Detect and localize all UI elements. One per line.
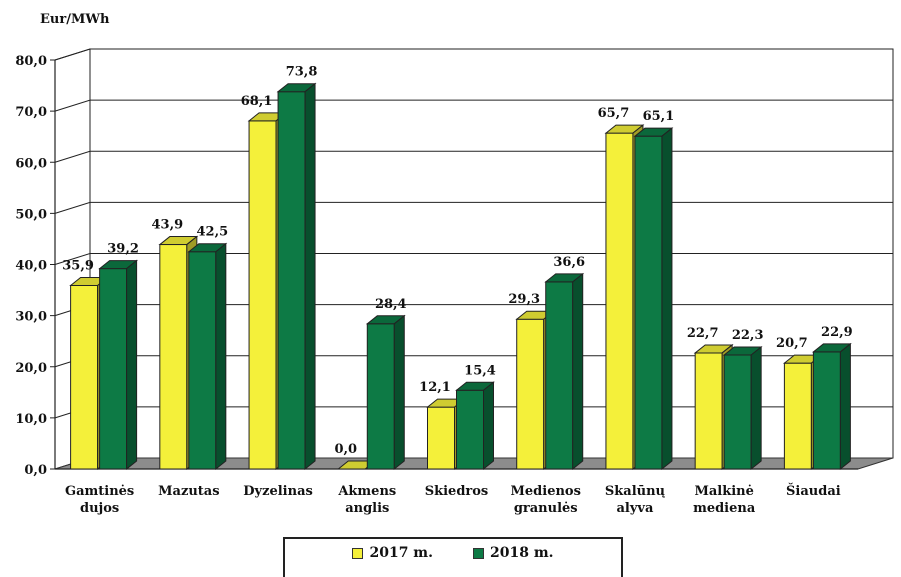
x-tick-label: Skalūnų <box>605 484 666 499</box>
chart-container: 0,0 10,0 20,0 30,0 40,0 50,0 60,0 70,0 80,0 Eur/M… <box>15 12 894 577</box>
y-tick-label: 10,0 <box>15 412 47 427</box>
bar-2017 <box>159 244 188 470</box>
x-tick-label: Medienos <box>511 484 581 499</box>
legend-label-2018: 2018 m. <box>490 545 554 561</box>
legend-swatch-2018 <box>473 547 484 559</box>
bar-side <box>839 342 851 471</box>
bar-2017 <box>248 120 277 470</box>
data-label: 22,3 <box>732 328 764 343</box>
bar-2017 <box>783 362 812 470</box>
gridline <box>54 48 893 61</box>
legend-item-2017: 2017 m. <box>352 545 433 561</box>
data-label: 0,0 <box>334 442 357 457</box>
data-label: 20,7 <box>776 336 808 351</box>
y-tick-label: 20,0 <box>15 361 47 376</box>
x-tick-label: Mazutas <box>158 484 219 499</box>
bar-2017 <box>427 406 455 470</box>
bar-side <box>304 82 316 471</box>
bar-2017 <box>605 132 634 470</box>
bar-2018 <box>545 281 574 470</box>
y-tick-label: 60,0 <box>15 156 47 171</box>
bar-chart: 0,0 10,0 20,0 30,0 40,0 50,0 60,0 70,0 80,0 Eur/M… <box>15 12 894 516</box>
data-label: 15,4 <box>464 363 496 378</box>
bar-2017 <box>694 352 723 470</box>
x-tick-label: Gamtinės <box>65 484 134 499</box>
x-tick-label: Dyzelinas <box>243 484 313 499</box>
data-label: 12,1 <box>419 380 451 395</box>
bar-side <box>750 345 762 471</box>
bar-2018 <box>277 91 306 470</box>
bar-2018 <box>812 351 841 470</box>
y-tick-label: 0,0 <box>24 463 47 478</box>
bar-2018 <box>456 389 484 470</box>
data-label: 28,4 <box>375 297 407 312</box>
data-label: 65,1 <box>643 109 675 124</box>
bar-side <box>483 381 494 471</box>
x-tick-label: anglis <box>345 501 389 516</box>
x-tick-label: granulės <box>514 501 578 516</box>
x-tick-label: Šiaudai <box>786 482 841 499</box>
bar-side <box>661 127 673 471</box>
bar-2018 <box>723 354 752 470</box>
bar-side <box>572 272 584 471</box>
x-tick-label: dujos <box>80 501 119 516</box>
bar-side <box>126 259 138 471</box>
y-axis-label: Eur/MWh <box>40 12 110 27</box>
bar-2018 <box>99 268 128 470</box>
data-label: 39,2 <box>107 242 139 257</box>
legend-label-2017: 2017 m. <box>369 545 433 561</box>
bar-2018 <box>634 135 663 470</box>
data-label: 22,7 <box>687 326 719 341</box>
data-label: 29,3 <box>508 292 540 307</box>
data-label: 65,7 <box>598 106 630 121</box>
bar-2017 <box>70 284 99 470</box>
data-label: 43,9 <box>151 218 183 233</box>
data-label: 36,6 <box>553 255 585 270</box>
bar-2017 <box>516 318 545 470</box>
legend-item-2018: 2018 m. <box>473 545 554 561</box>
x-tick-label: alyva <box>616 501 653 516</box>
y-tick-label: 80,0 <box>15 54 47 69</box>
x-tick-label: mediena <box>693 501 756 516</box>
x-tick-label: Malkinė <box>694 484 753 499</box>
y-tick-label: 70,0 <box>15 105 47 120</box>
bar-side <box>393 314 405 471</box>
data-label: 35,9 <box>62 258 94 273</box>
legend: 2017 m. 2018 m. <box>283 537 623 577</box>
bar-side <box>215 242 227 471</box>
y-tick-label: 30,0 <box>15 310 47 325</box>
data-label: 22,9 <box>821 325 853 340</box>
gridline <box>54 99 893 112</box>
data-label: 73,8 <box>286 65 318 80</box>
x-tick-label: Skiedros <box>425 484 489 499</box>
data-label: 42,5 <box>196 225 228 240</box>
x-tick-label: Akmens <box>337 484 396 499</box>
legend-swatch-2017 <box>352 547 364 559</box>
y-tick-label: 50,0 <box>15 207 47 222</box>
y-tick-label: 40,0 <box>15 259 47 274</box>
data-label: 68,1 <box>241 94 273 109</box>
bar-2018 <box>188 251 217 470</box>
bar-2018 <box>366 323 395 470</box>
